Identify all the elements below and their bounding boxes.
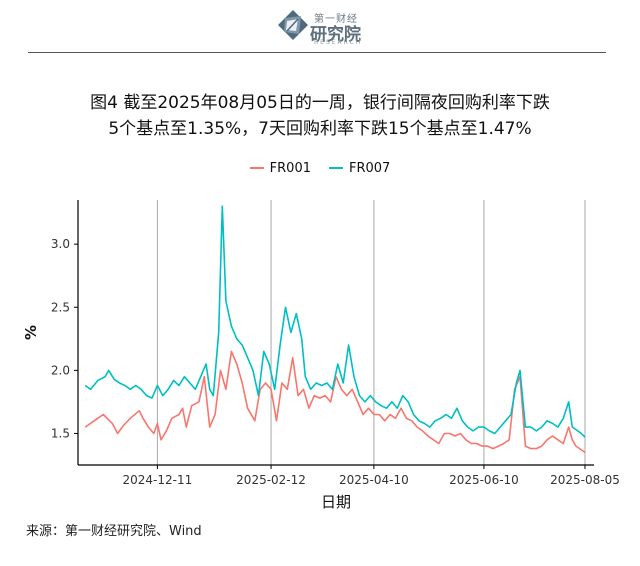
line-chart: 1.5 2.0 2.5 3.0 2024-12-11 2025-02-12 2025-04-… bbox=[22, 200, 620, 511]
chart-legend: FR001 FR007 bbox=[0, 158, 640, 178]
figure-title-line1: 图4 截至2025年08月05日的一周，银行间隔夜回购利率下跌 bbox=[90, 93, 550, 113]
y-tick-label: 2.5 bbox=[51, 300, 70, 314]
y-tick-label: 1.5 bbox=[51, 426, 70, 440]
legend-item-fr007: FR007 bbox=[329, 161, 390, 176]
x-axis-label: 日期 bbox=[321, 493, 351, 511]
brand-logo: 第一财经 研究院 RESEARCH bbox=[276, 6, 366, 46]
series-line-fr007 bbox=[84, 205, 586, 438]
x-tick-label: 2024-12-11 bbox=[123, 473, 193, 487]
header-divider bbox=[28, 52, 606, 53]
header: 第一财经 研究院 RESEARCH bbox=[0, 0, 640, 56]
brand-subtitle: 研究院 bbox=[310, 25, 361, 45]
x-tick-label: 2025-08-05 bbox=[550, 473, 620, 487]
legend-swatch-fr007 bbox=[329, 167, 343, 169]
legend-label-fr007: FR007 bbox=[349, 160, 391, 176]
legend-label-fr001: FR001 bbox=[269, 160, 311, 176]
x-tick-label: 2025-02-12 bbox=[236, 473, 306, 487]
y-tick-label: 3.0 bbox=[51, 237, 70, 251]
legend-item-fr001: FR001 bbox=[249, 160, 311, 176]
series-line-fr001 bbox=[84, 350, 586, 454]
y-tick-label: 2.0 bbox=[51, 363, 70, 377]
brand-name: 第一财经 bbox=[314, 14, 358, 25]
source-note: 来源：第一财经研究院、Wind bbox=[26, 524, 202, 539]
y-axis-label: % bbox=[22, 325, 40, 340]
x-tick-label: 2025-06-10 bbox=[449, 473, 519, 487]
legend-swatch-fr001 bbox=[249, 167, 264, 169]
figure-title-line2: 5个基点至1.35%，7天回购利率下跌15个基点至1.47% bbox=[108, 119, 532, 139]
brand-english: RESEARCH bbox=[314, 39, 363, 46]
diamond-logo-icon bbox=[278, 10, 308, 40]
x-tick-label: 2025-04-10 bbox=[339, 473, 409, 487]
